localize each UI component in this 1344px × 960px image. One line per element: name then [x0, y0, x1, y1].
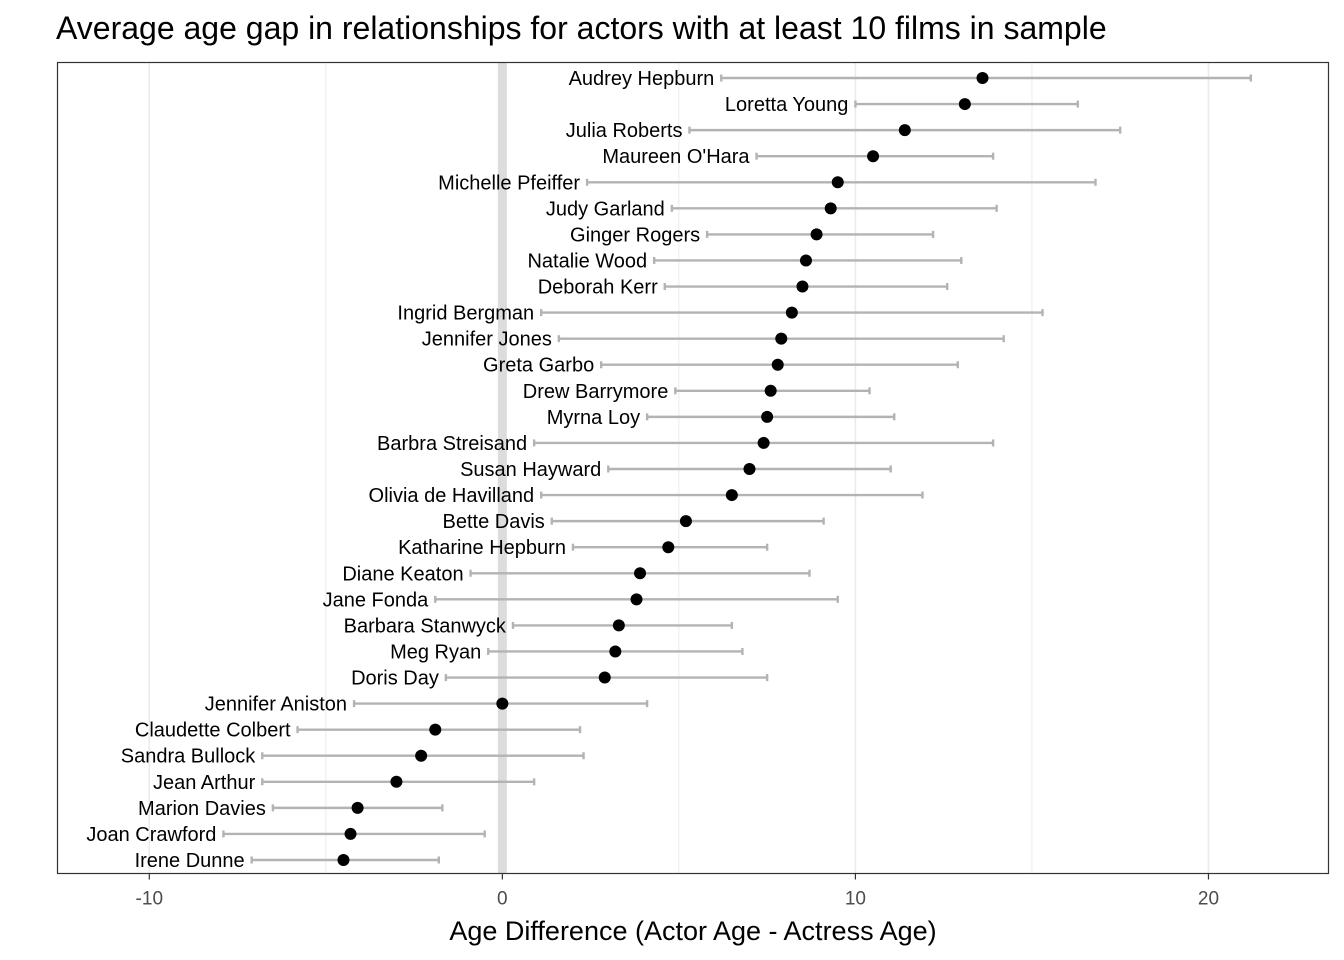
x-tick-label: 0 — [497, 889, 508, 910]
data-point — [612, 619, 625, 632]
actor-label: Michelle Pfeiffer — [438, 172, 580, 194]
actor-label: Barbra Streisand — [377, 433, 527, 455]
data-point — [344, 827, 357, 840]
x-tick-label: 10 — [845, 889, 866, 910]
panel-border — [56, 61, 1330, 875]
actor-label: Katharine Hepburn — [398, 537, 566, 559]
data-point — [799, 254, 812, 267]
data-point — [867, 150, 880, 163]
data-point — [771, 358, 784, 371]
data-point — [662, 541, 675, 554]
actor-label: Myrna Loy — [547, 407, 640, 429]
data-point — [757, 436, 770, 449]
data-point — [634, 567, 647, 580]
data-point — [810, 228, 823, 241]
data-point — [609, 645, 622, 658]
data-point — [630, 593, 643, 606]
data-point — [761, 410, 774, 423]
actor-label: Loretta Young — [725, 94, 848, 116]
actor-label: Jennifer Jones — [422, 329, 552, 351]
data-point — [824, 202, 837, 215]
data-point — [725, 489, 738, 502]
actor-label: Audrey Hepburn — [569, 68, 715, 90]
data-point — [351, 801, 364, 814]
actor-label: Julia Roberts — [566, 120, 683, 142]
actor-label: Sandra Bullock — [121, 746, 257, 768]
actor-label: Greta Garbo — [483, 355, 594, 377]
data-point — [598, 671, 611, 684]
actor-label: Judy Garland — [546, 198, 665, 220]
data-point — [764, 384, 777, 397]
actor-label: Jane Fonda — [323, 589, 430, 611]
chart-title: Average age gap in relationships for act… — [56, 10, 1107, 46]
data-point — [775, 332, 788, 345]
data-point — [415, 749, 428, 762]
actor-label: Jennifer Aniston — [205, 694, 347, 716]
x-axis-label: Age Difference (Actor Age - Actress Age) — [449, 916, 936, 946]
x-tick-label: -10 — [136, 889, 163, 910]
actor-label: Diane Keaton — [342, 563, 463, 585]
x-tick-label: 20 — [1198, 889, 1219, 910]
data-point — [958, 98, 971, 111]
points — [337, 72, 989, 866]
x-axis-ticks: -10 0 10 20 — [136, 873, 1219, 910]
data-point — [679, 515, 692, 528]
actor-label: Susan Hayward — [460, 459, 601, 481]
actor-label: Bette Davis — [443, 511, 545, 533]
actor-label: Barbara Stanwyck — [344, 615, 507, 637]
actor-label: Drew Barrymore — [523, 381, 669, 403]
actor-label: Marion Davies — [138, 798, 266, 820]
actor-label: Deborah Kerr — [538, 277, 658, 299]
data-point — [831, 176, 844, 189]
data-point — [337, 854, 350, 866]
data-point — [496, 697, 509, 710]
actor-label: Jean Arthur — [153, 772, 256, 794]
actor-label: Olivia de Havilland — [369, 485, 535, 507]
actor-labels: Audrey Hepburn Loretta Young Julia Roberts… — [86, 68, 848, 872]
data-point — [743, 463, 756, 475]
actor-label: Joan Crawford — [86, 824, 216, 846]
data-point — [976, 72, 989, 84]
actor-label: Claudette Colbert — [135, 720, 291, 742]
data-point — [429, 723, 442, 736]
errorbars — [222, 74, 1253, 864]
actor-label: Natalie Wood — [527, 250, 647, 272]
actor-label: Doris Day — [351, 668, 439, 690]
data-point — [785, 306, 798, 319]
data-point — [898, 124, 911, 137]
actor-label: Meg Ryan — [390, 641, 481, 663]
data-point — [796, 280, 809, 293]
actor-label: Ingrid Bergman — [397, 303, 534, 325]
data-point — [390, 775, 403, 788]
actor-label: Maureen O'Hara — [602, 146, 750, 168]
actor-label: Ginger Rogers — [570, 224, 700, 246]
actor-label: Irene Dunne — [135, 850, 245, 872]
